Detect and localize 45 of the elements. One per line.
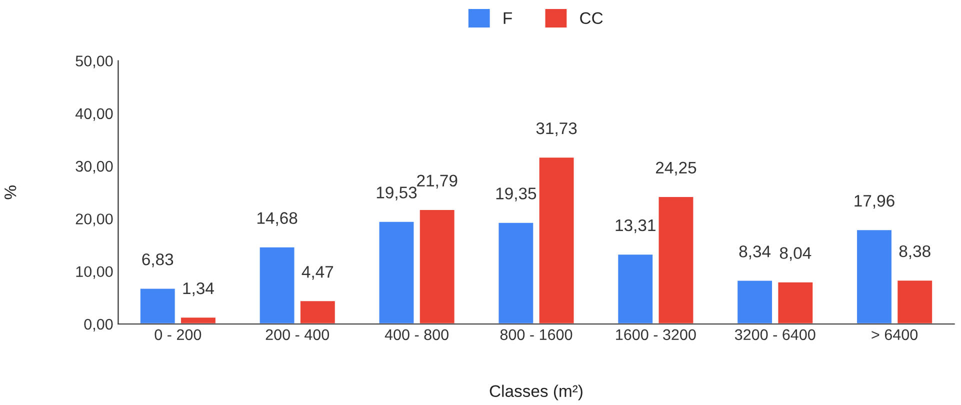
data-label: 6,83: [142, 254, 174, 268]
data-label: 13,31: [616, 219, 656, 234]
bar: [258, 246, 296, 324]
data-label: 14,68: [257, 212, 298, 226]
bar: [299, 300, 336, 324]
bar: [538, 156, 576, 324]
x-tick-label: > 6400: [872, 329, 918, 340]
bar: [418, 208, 456, 324]
data-label: 19,53: [376, 186, 417, 200]
data-label: 24,25: [656, 162, 696, 176]
bar: [776, 280, 814, 324]
y-tick-label: 50,00: [76, 56, 113, 68]
y-axis-title: %: [4, 186, 16, 200]
y-tick-label: 20,00: [76, 214, 113, 226]
data-label: 8,34: [739, 246, 771, 260]
data-label: 17,96: [854, 194, 894, 209]
data-label: 4,47: [302, 266, 334, 280]
bar: [657, 196, 695, 324]
x-tick-label: 1600 - 3200: [616, 329, 696, 340]
bar: [497, 221, 535, 324]
bar: [736, 279, 774, 324]
bar: [856, 228, 893, 324]
y-tick-label: 30,00: [76, 160, 113, 174]
x-tick-label: 200 - 400: [266, 329, 330, 340]
data-label: 21,79: [417, 174, 458, 189]
x-tick-label: 800 - 1600: [500, 329, 572, 340]
x-tick-label: 400 - 800: [384, 329, 448, 340]
x-tick-label: 3200 - 6400: [734, 329, 816, 340]
y-tick-label: 0,00: [84, 318, 113, 332]
data-label: 1,34: [183, 282, 214, 296]
bar: [616, 253, 654, 324]
legend-label: F: [504, 12, 512, 24]
bar: [180, 316, 217, 324]
bar: [378, 220, 416, 324]
x-axis-title: Classes (m²): [490, 384, 582, 400]
legend-label: CC: [580, 12, 603, 24]
bar: [139, 287, 176, 324]
bar: [896, 279, 934, 324]
y-tick-label: 40,00: [75, 108, 113, 121]
data-label: 8,04: [780, 247, 812, 261]
data-label: 8,38: [899, 245, 930, 260]
data-label: 19,35: [496, 188, 536, 202]
x-tick-label: 0 - 200: [154, 329, 202, 340]
data-label: 31,73: [536, 122, 577, 136]
y-tick-label: 10,00: [76, 266, 113, 279]
